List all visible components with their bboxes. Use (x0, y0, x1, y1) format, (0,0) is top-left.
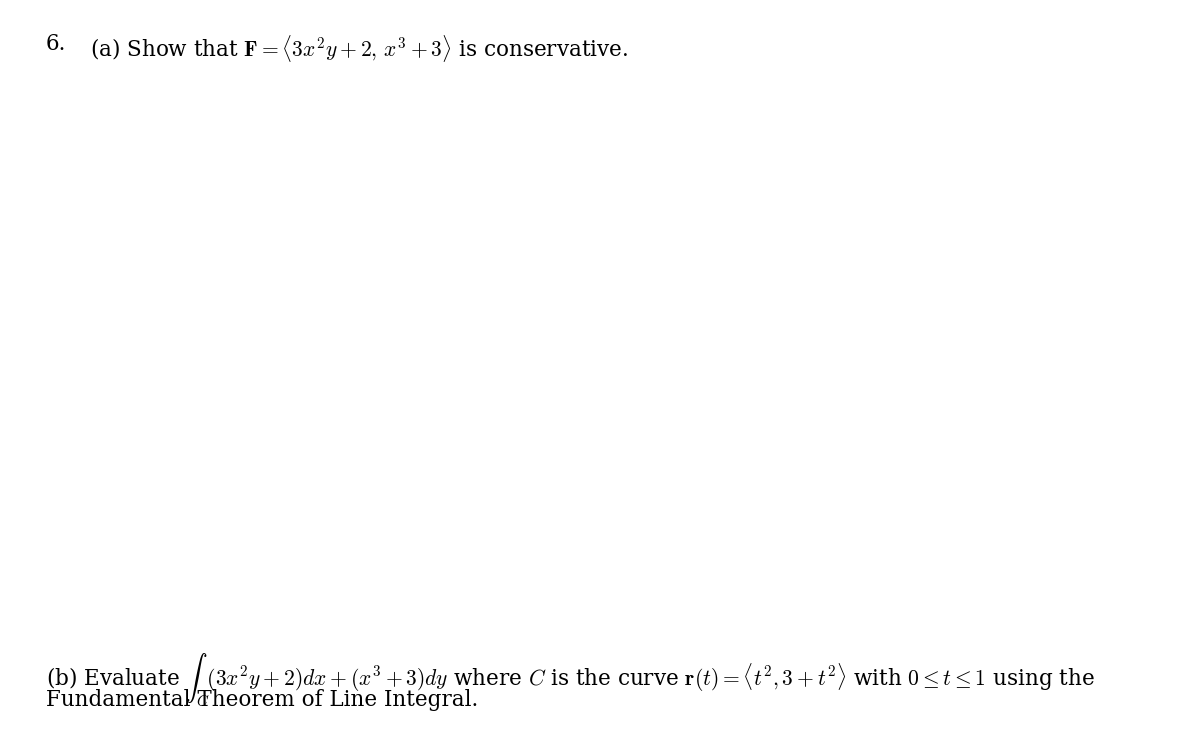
Text: (a) Show that $\mathbf{F} = \langle 3x^2y + 2,\, x^3 + 3 \rangle$ is conservativ: (a) Show that $\mathbf{F} = \langle 3x^2… (90, 33, 629, 65)
Text: Fundamental Theorem of Line Integral.: Fundamental Theorem of Line Integral. (46, 689, 478, 711)
Text: 6.: 6. (46, 33, 66, 56)
Text: (b) Evaluate $\int_C(3x^2y + 2)dx + (x^3 + 3)dy$ where $C$ is the curve $\mathbf: (b) Evaluate $\int_C(3x^2y + 2)dx + (x^3… (46, 651, 1094, 709)
